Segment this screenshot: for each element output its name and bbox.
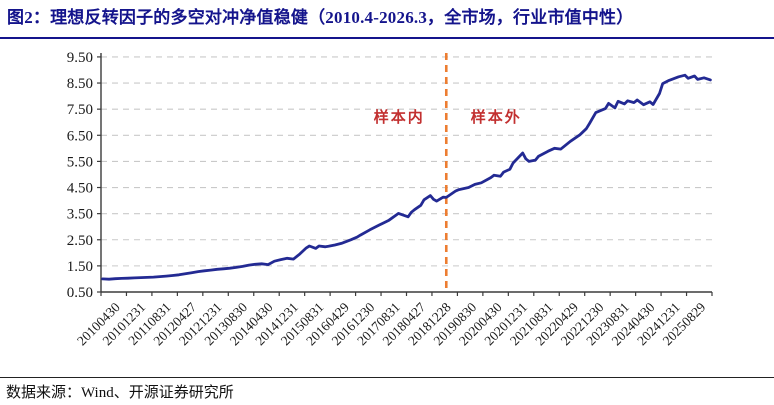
y-tick-label: 9.50 [67,50,93,66]
y-tick-label: 4.50 [67,181,93,197]
y-tick-label: 8.50 [67,76,93,92]
net-value-line-chart: 9.50 8.50 7.50 6.50 5.50 4.50 3.50 2.50 1.50 0.50… [67,50,713,348]
in-sample-label: 样本内 [374,108,425,126]
y-tick-label: 3.50 [67,207,93,223]
title-underline [0,37,774,39]
data-source: 数据来源：Wind、开源证券研究所 [6,385,234,401]
figure-title: 图2：理想反转因子的多空对冲净值稳健（2010.4-2026.3，全市场，行业市… [7,8,634,27]
out-of-sample-label: 样本外 [471,108,522,126]
y-tick-label: 5.50 [67,154,93,170]
y-tick-label: 1.50 [67,259,93,275]
net-value-series [101,73,712,281]
y-tick-label: 7.50 [67,102,93,118]
chart-area: 9.50 8.50 7.50 6.50 5.50 4.50 3.50 2.50 1.50 0.50… [0,45,774,375]
y-tick-label: 6.50 [67,128,93,144]
y-tick-label: 2.50 [67,233,93,249]
y-tick-label: 0.50 [67,285,93,301]
figure-header: 图2：理想反转因子的多空对冲净值稳健（2010.4-2026.3，全市场，行业市… [0,0,774,29]
footer-divider [0,377,774,378]
